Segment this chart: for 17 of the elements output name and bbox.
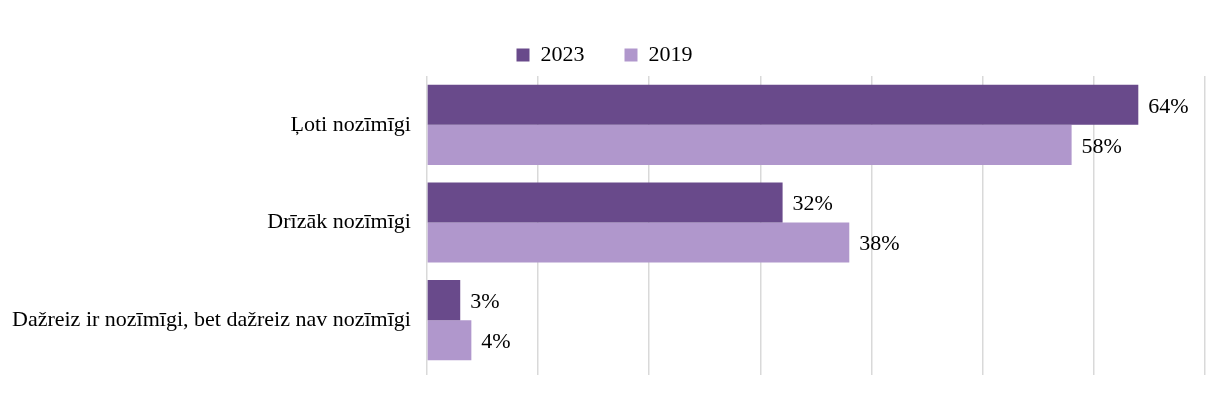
- bar: [427, 124, 1072, 165]
- bar: [427, 320, 472, 361]
- y-tick-label: Ļoti nozīmīgi: [290, 110, 411, 136]
- data-label: 32%: [792, 190, 833, 216]
- data-label: 58%: [1081, 132, 1122, 158]
- y-tick-label: Drīzāk nozīmīgi: [267, 208, 411, 234]
- data-label: 38%: [859, 230, 900, 256]
- data-label: 3%: [470, 287, 500, 313]
- data-label: 4%: [481, 327, 511, 353]
- y-tick-label: Dažreiz ir nozīmīgi, bet dažreiz nav nozīmīgi: [12, 305, 411, 331]
- legend-label: 2019: [648, 40, 693, 66]
- data-label: 64%: [1148, 92, 1189, 118]
- legend-label: 2023: [540, 40, 585, 66]
- bar: [427, 84, 1139, 125]
- bar: [427, 182, 783, 223]
- bar: [427, 222, 850, 263]
- bar: [427, 280, 461, 321]
